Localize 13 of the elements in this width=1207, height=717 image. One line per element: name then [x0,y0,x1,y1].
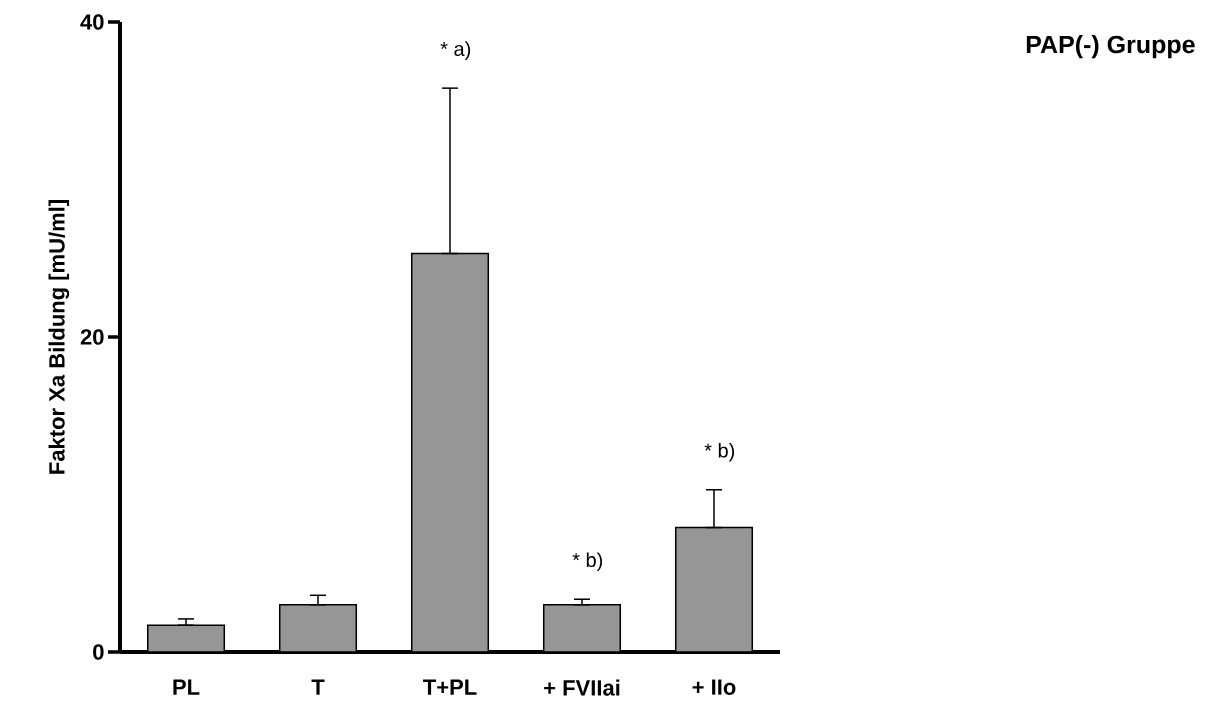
y-tick-label: 40 [80,14,104,30]
x-tick-label: + IIo [692,679,736,695]
annotation: * b) [704,442,735,462]
x-tick-label: + FVIIai [544,679,620,696]
x-tick-label: T [311,679,325,695]
annotation: * a) [440,41,471,60]
y-tick-label: 0 [93,644,104,660]
x-tick-label: T+PL [423,679,477,695]
y-tick-label: 20 [80,329,104,345]
annotation: * b) [572,552,603,572]
text: PAP(-) Gruppe [1026,34,1195,59]
x-tick-label: PL [173,679,200,695]
y-axis-title: Faktor Xa Bildung [mU/ml] [48,200,70,474]
